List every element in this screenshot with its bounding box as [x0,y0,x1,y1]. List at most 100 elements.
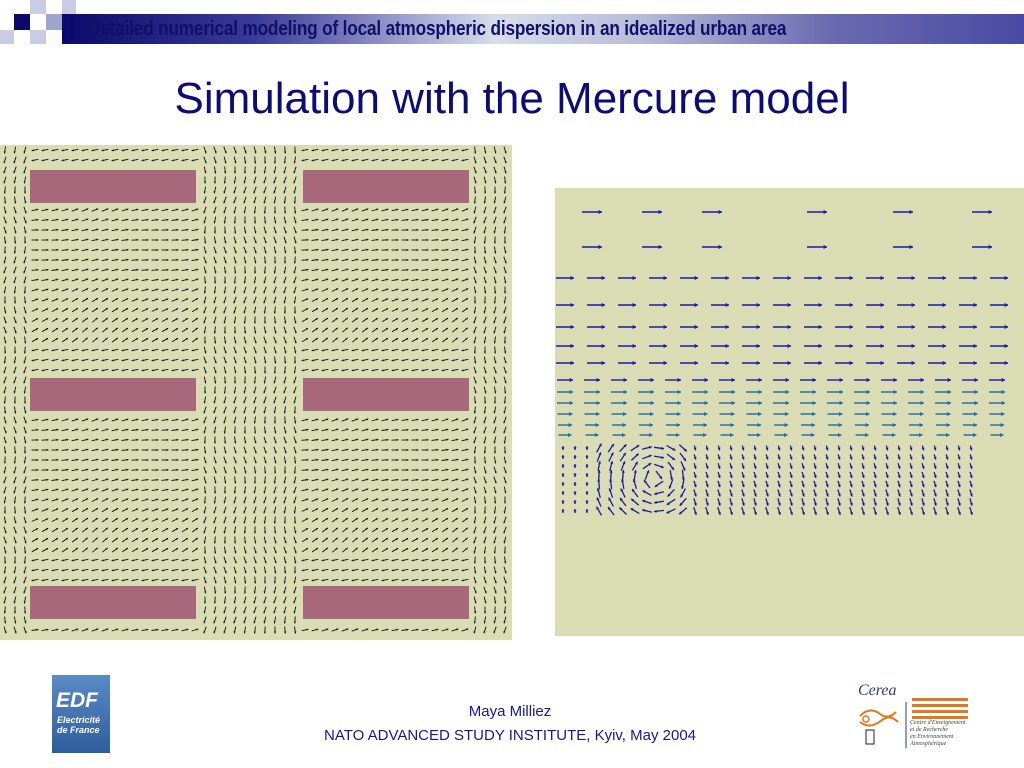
velocity-arrow-head [341,369,344,372]
velocity-arrow-head [166,288,169,291]
velocity-arrow-head [71,369,74,372]
velocity-arrow-head [263,301,266,304]
velocity-arrow-head [106,438,109,441]
velocity-arrow-head [381,569,384,572]
velocity-arrow-head [435,318,438,321]
velocity-arrow-head [837,484,841,488]
plan-view-arrows [3,146,507,634]
velocity-arrow-head [741,475,745,478]
velocity-arrow-head [503,201,506,204]
velocity-arrow-head [31,559,34,562]
velocity-arrow-head [346,438,349,441]
velocity-arrow-head [484,291,487,294]
velocity-arrow-head [406,288,409,291]
velocity-arrow-head [106,448,109,451]
velocity-arrow-head [406,518,409,521]
velocity-arrow-head [849,324,853,330]
velocity-arrow-head [185,528,188,531]
velocity-arrow-head [451,579,454,582]
velocity-arrow-head [731,389,735,395]
velocity-arrow-head [406,258,409,262]
velocity-arrow-head [86,478,89,481]
velocity-arrow-head [126,278,129,281]
velocity-arrow-head [244,471,247,474]
velocity-arrow-head [136,208,139,211]
velocity-arrow-head [91,359,94,362]
velocity-arrow-head [885,493,889,497]
velocity-arrow-head [568,422,572,428]
velocity-arrow-head [426,628,429,631]
velocity-arrow-head [14,511,17,514]
velocity-arrow-head [411,359,414,362]
velocity-arrow-head [176,468,179,471]
velocity-arrow-head [76,478,79,481]
velocity-arrow-head [473,201,476,204]
velocity-arrow-head [942,275,946,281]
velocity-arrow-head [46,268,49,271]
velocity-arrow-head [493,331,496,334]
velocity-arrow-head [849,465,853,469]
velocity-arrow-head [55,528,58,531]
velocity-arrow-head [126,288,129,291]
velocity-arrow-head [306,418,309,421]
velocity-arrow-head [411,159,414,162]
velocity-arrow-head [861,493,865,497]
velocity-arrow-head [311,369,314,372]
velocity-arrow-head [23,481,26,484]
velocity-arrow-head [873,493,877,497]
velocity-arrow-head [156,498,159,501]
velocity-arrow-head [376,628,379,631]
velocity-arrow-head [105,508,108,511]
velocity-arrow-head [301,349,304,352]
velocity-arrow-head [283,481,286,484]
velocity-arrow-head [837,465,841,469]
velocity-arrow-head [186,258,189,261]
velocity-arrow-head [36,258,39,262]
velocity-arrow-head [880,343,884,349]
velocity-arrow-head [76,498,79,501]
velocity-arrow-head [386,208,389,211]
velocity-arrow-head [426,308,429,311]
velocity-arrow-head [283,161,286,164]
velocity-arrow-head [825,447,829,451]
velocity-arrow-head [596,488,600,492]
velocity-arrow-head [561,465,565,468]
velocity-arrow-head [4,441,7,444]
velocity-arrow-head [466,278,469,281]
velocity-arrow-head [181,559,184,562]
velocity-arrow-head [396,628,399,631]
plan-view-velocity-field [0,145,512,640]
velocity-arrow-head [376,258,379,261]
velocity-arrow-head [191,369,194,372]
velocity-arrow-head [503,311,506,314]
velocity-arrow-head [426,478,429,481]
velocity-arrow-head [396,508,399,511]
velocity-arrow-head [911,343,915,349]
velocity-arrow-head [494,601,497,604]
velocity-arrow-head [243,171,247,174]
velocity-arrow-head [682,467,686,471]
velocity-arrow-head [146,498,149,501]
velocity-arrow-head [336,628,339,631]
velocity-arrow-head [474,381,477,384]
velocity-arrow-head [106,218,109,221]
velocity-arrow-head [166,428,169,431]
velocity-arrow-head [504,601,507,604]
velocity-arrow-head [315,518,318,521]
velocity-arrow-head [106,268,109,271]
velocity-arrow-head [234,561,237,564]
velocity-arrow-head [947,377,951,383]
velocity-arrow-head [897,447,901,451]
velocity-arrow-head [473,311,476,314]
velocity-arrow-head [825,475,829,478]
velocity-arrow-head [335,317,338,320]
velocity-arrow-head [305,308,309,311]
velocity-arrow-head [473,301,477,304]
velocity-arrow-head [294,531,297,534]
velocity-arrow-head [95,327,98,330]
velocity-arrow-head [823,209,827,215]
velocity-arrow-head [694,324,698,330]
velocity-arrow-head [203,181,207,184]
velocity-arrow-head [171,369,174,372]
velocity-arrow-head [204,281,207,284]
